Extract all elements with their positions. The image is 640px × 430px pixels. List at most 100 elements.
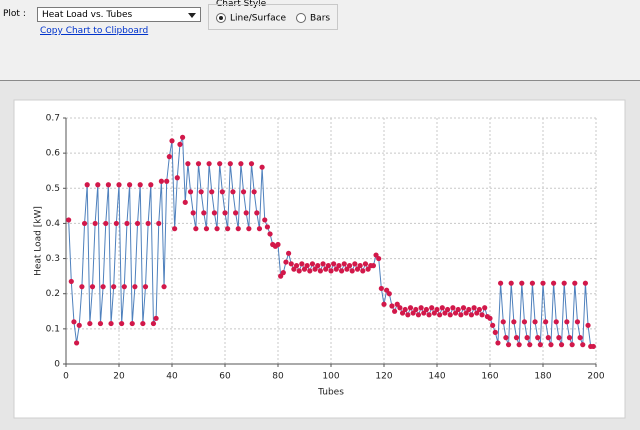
data-point <box>113 220 119 227</box>
data-point <box>569 342 575 348</box>
plot-select-text: Heat Load vs. Tubes <box>42 10 133 20</box>
data-point <box>551 280 557 286</box>
data-point <box>516 342 522 348</box>
x-axis-label: Tubes <box>317 388 344 398</box>
data-point <box>331 261 337 267</box>
toolbar: Plot : Heat Load vs. Tubes Copy Chart to… <box>0 0 640 81</box>
data-point <box>543 319 549 325</box>
y-tick-label: 0.4 <box>46 219 61 229</box>
data-point <box>76 322 82 328</box>
data-point <box>233 210 239 216</box>
data-point <box>84 182 90 188</box>
data-point <box>582 280 589 286</box>
data-point <box>240 189 247 195</box>
data-point <box>286 250 292 256</box>
data-point <box>362 261 369 267</box>
data-point <box>352 261 358 267</box>
data-point <box>87 320 93 327</box>
data-point <box>307 268 313 274</box>
data-point <box>246 226 252 232</box>
x-tick-label: 180 <box>534 372 551 382</box>
data-point <box>134 220 141 227</box>
plot-select[interactable]: Heat Load vs. Tubes <box>37 7 201 22</box>
y-tick-label: 0.1 <box>46 324 60 334</box>
data-point <box>548 342 554 348</box>
data-point <box>545 335 551 341</box>
data-point <box>500 319 506 325</box>
data-point <box>140 320 146 327</box>
y-tick-label: 0 <box>54 360 60 370</box>
data-point <box>392 308 398 314</box>
radio-option[interactable]: Bars <box>296 13 330 24</box>
data-point <box>460 305 467 311</box>
data-point <box>296 268 302 274</box>
data-point <box>590 343 596 350</box>
y-tick-label: 0.2 <box>46 289 60 299</box>
data-point <box>100 284 106 290</box>
data-point <box>283 259 289 265</box>
data-point <box>145 220 151 227</box>
data-point <box>182 199 188 205</box>
data-point <box>214 226 220 232</box>
data-point <box>238 161 244 167</box>
x-tick-label: 20 <box>113 372 125 382</box>
chart: Heat Load [kW] Tubes 0 0.1 0.2 0.3 0.4 0.5 0.6… <box>13 99 626 419</box>
radio-label: Bars <box>310 13 331 24</box>
data-point <box>553 319 559 325</box>
data-point <box>264 224 270 230</box>
radio <box>216 13 226 23</box>
data-point <box>195 161 202 167</box>
x-tick-label: 140 <box>428 372 445 382</box>
y-tick-label: 0.6 <box>46 149 61 159</box>
data-point <box>482 305 488 311</box>
data-point <box>378 285 384 292</box>
data-point <box>341 261 347 267</box>
data-point <box>556 335 562 341</box>
x-tick-label: 40 <box>166 372 178 382</box>
data-point <box>328 268 334 274</box>
data-point <box>490 322 496 328</box>
data-point <box>180 134 186 140</box>
copy-link[interactable]: Copy Chart to Clipboard <box>40 26 149 36</box>
data-point <box>558 342 565 348</box>
data-point <box>71 319 77 325</box>
data-point <box>386 291 392 297</box>
data-point <box>471 305 477 311</box>
data-point <box>447 312 453 318</box>
data-point <box>121 284 127 290</box>
data-point <box>217 161 223 167</box>
data-point <box>103 220 109 227</box>
data-point <box>177 141 183 147</box>
data-point <box>336 263 342 269</box>
data-point <box>169 138 175 144</box>
data-point <box>376 255 382 262</box>
data-point <box>251 189 257 195</box>
data-point <box>68 278 74 285</box>
data-point <box>572 280 578 286</box>
data-point <box>317 268 323 274</box>
data-point <box>434 306 440 313</box>
data-point <box>535 335 541 341</box>
data-point <box>540 280 546 286</box>
data-point <box>458 312 464 318</box>
data-point <box>248 161 255 167</box>
data-point <box>81 220 88 227</box>
data-point <box>466 306 472 313</box>
data-point <box>137 182 143 188</box>
radio <box>296 13 306 23</box>
data-point <box>299 261 305 267</box>
data-point <box>225 226 231 232</box>
data-point <box>166 154 172 160</box>
data-point <box>79 284 85 290</box>
radio-option[interactable]: Line/Surface <box>216 13 286 24</box>
data-point <box>413 306 419 313</box>
data-point <box>370 263 376 269</box>
data-point <box>116 182 122 188</box>
data-point <box>513 335 520 341</box>
data-point <box>280 270 286 276</box>
data-point <box>389 303 395 309</box>
dropdown-arrow <box>188 13 196 18</box>
data-point <box>346 263 353 269</box>
data-point <box>142 284 149 290</box>
radio-label: Line/Surface <box>230 13 287 24</box>
